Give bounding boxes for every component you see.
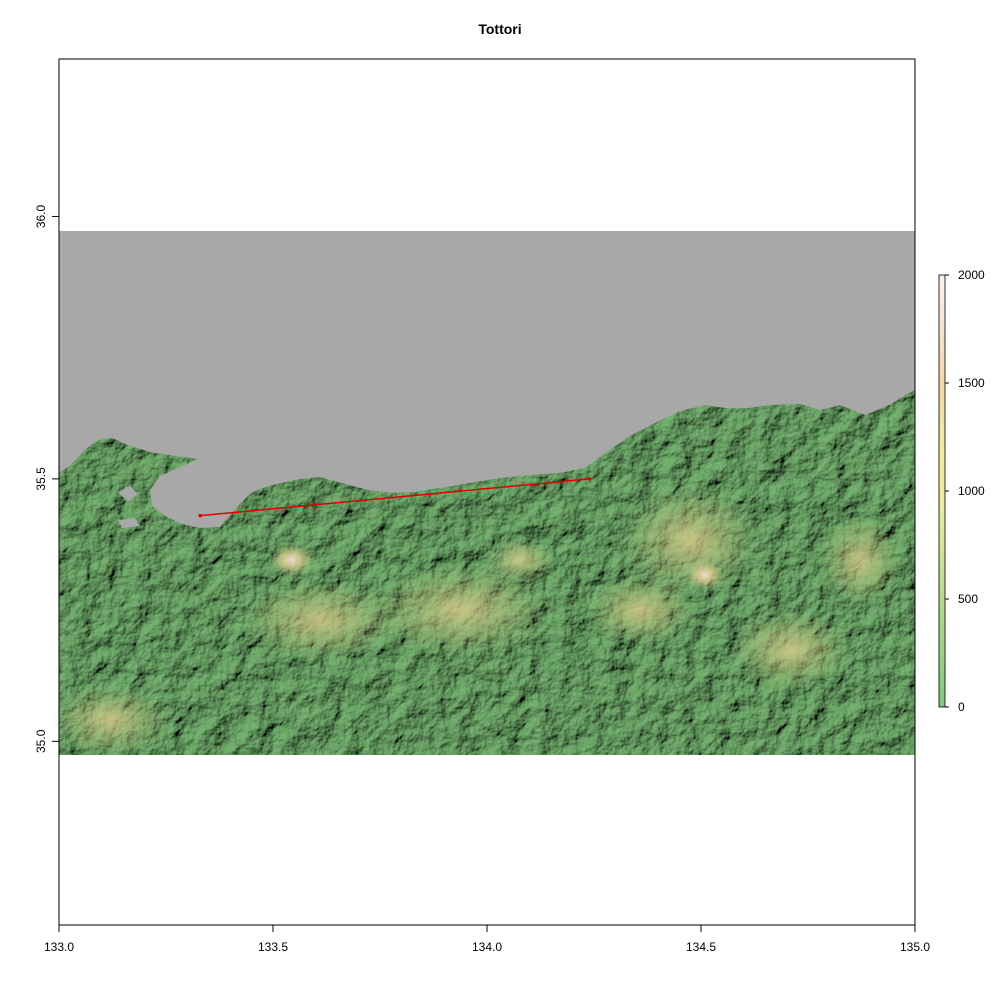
map-title: Tottori (478, 21, 522, 37)
transect-start-point (198, 513, 203, 518)
x-tick-label: 134.0 (472, 940, 502, 954)
legend-colorbar (938, 274, 946, 708)
legend-label: 500 (958, 592, 978, 606)
legend-ticks: 0 500 1000 1500 2000 (945, 268, 985, 714)
transect-line (198, 477, 592, 518)
x-tick-label: 133.0 (44, 940, 74, 954)
x-axis: 133.0 133.5 134.0 134.5 135.0 (44, 924, 930, 954)
y-axis: 35.0 35.5 36.0 (34, 59, 60, 925)
x-tick-label: 134.5 (686, 940, 716, 954)
elevation-legend: 0 500 1000 1500 2000 (938, 268, 985, 714)
transect-end-point (587, 477, 592, 481)
legend-label: 1500 (958, 376, 985, 390)
land-terrain (50, 390, 915, 755)
legend-label: 1000 (958, 484, 985, 498)
x-tick-label: 135.0 (900, 940, 930, 954)
legend-label: 0 (958, 700, 965, 714)
y-tick-label: 35.0 (34, 729, 48, 753)
y-tick-label: 36.0 (34, 204, 48, 228)
x-tick-label: 133.5 (258, 940, 288, 954)
legend-label: 2000 (958, 268, 985, 282)
y-tick-label: 35.5 (34, 467, 48, 491)
